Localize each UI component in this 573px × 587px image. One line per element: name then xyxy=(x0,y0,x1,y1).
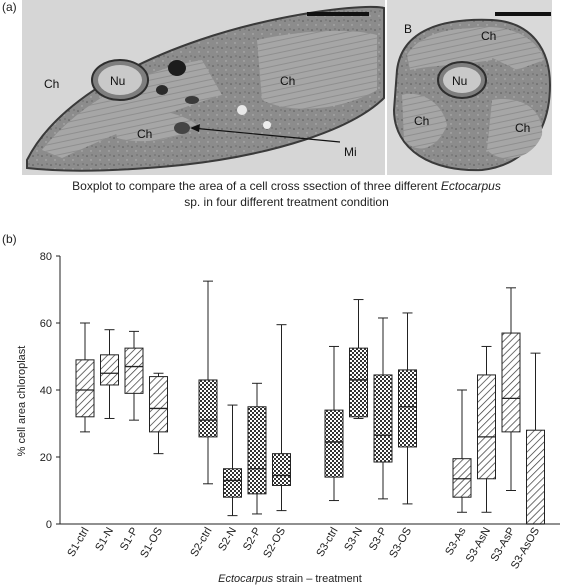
x-tick-label: S2-ctrl xyxy=(188,526,214,560)
panel-b-label: (b) xyxy=(2,232,17,246)
box-iqr xyxy=(452,458,472,498)
chart-axes: 0 20 40 60 80 xyxy=(40,251,560,531)
box-iqr xyxy=(198,379,218,438)
box-s3-asp xyxy=(501,287,521,491)
box-s2-ctrl xyxy=(198,280,218,485)
chloroplast-label-6: Ch xyxy=(515,121,530,135)
x-tick-label: S1-ctrl xyxy=(65,526,91,560)
box-s1-p xyxy=(124,330,144,421)
x-tick-label: S2-OS xyxy=(261,526,288,561)
box-iqr xyxy=(501,332,521,433)
x-tick-label: S1-P xyxy=(118,526,141,553)
box-s2-n xyxy=(223,404,242,517)
nucleus-label-2: Nu xyxy=(452,74,467,88)
y-tick-label: 40 xyxy=(40,385,52,397)
figure-caption: Boxplot to compare the area of a cell cr… xyxy=(20,178,553,210)
y-tick-label: 80 xyxy=(40,251,52,263)
panel-a-label: (a) xyxy=(2,0,17,14)
box-iqr xyxy=(75,359,95,418)
mitochondrion-arrow xyxy=(191,127,341,143)
box-s3-asos xyxy=(526,352,545,525)
box-s2-os xyxy=(272,324,291,512)
box-iqr xyxy=(398,369,417,448)
box-s3-os xyxy=(398,312,417,505)
caption-line1-text: Boxplot to compare the area of a cell cr… xyxy=(72,179,438,193)
x-axis-label-rest: strain – treatment xyxy=(273,573,362,585)
micrograph-image: Ch Nu Ch Ch B Ch Nu Ch Ch Mi xyxy=(22,0,552,175)
chloroplast-label-2: Ch xyxy=(280,74,295,88)
caption-genus: Ectocarpus xyxy=(440,179,501,193)
box-iqr xyxy=(324,409,344,478)
chloroplast-label-3: Ch xyxy=(137,127,152,141)
caption-line2-text: sp. in four different treatment conditio… xyxy=(184,195,389,209)
x-tick-label: S3-N xyxy=(342,525,365,553)
x-tick-label: S3-P xyxy=(367,526,390,553)
x-axis-label-genus: Ectocarpus xyxy=(218,573,274,585)
box-s3-n xyxy=(349,299,368,419)
box-iqr xyxy=(526,429,545,525)
y-axis-label: % cell area chloroplast xyxy=(16,346,28,457)
y-tick-label: 60 xyxy=(40,318,52,330)
y-tick-label: 0 xyxy=(46,519,52,531)
box-iqr xyxy=(272,453,291,486)
x-tick-label: S3-As xyxy=(443,525,469,557)
box-iqr xyxy=(100,354,119,386)
x-tick-label: S3-ctrl xyxy=(314,526,340,560)
y-tick-label: 20 xyxy=(40,452,52,464)
x-axis-label: Ectocarpus strain – treatment xyxy=(218,573,362,585)
x-tick-labels: S1-ctrl S1-N S1-PS1-OS S2-ctrl S2-N S2-PS2-OS… xyxy=(65,525,542,571)
box-iqr xyxy=(149,376,168,433)
x-tick-label: S1-OS xyxy=(138,526,165,561)
box-s3-ctrl xyxy=(324,345,344,502)
chloroplast-label-4: Ch xyxy=(481,29,496,43)
box-iqr xyxy=(223,468,242,498)
box-iqr xyxy=(124,347,144,394)
box-s3-p xyxy=(373,317,393,500)
box-s1-n xyxy=(100,329,119,419)
box-s2-p xyxy=(247,382,267,515)
chloroplast-label-1: Ch xyxy=(44,77,59,91)
box-iqr xyxy=(349,347,368,418)
box-iqr xyxy=(477,374,496,480)
box-s1-os xyxy=(149,372,168,455)
mitochondrion-label: Mi xyxy=(344,145,357,159)
chart-boxes xyxy=(75,280,545,525)
box-s1-ctrl xyxy=(75,322,95,433)
chloroplast-label-5: Ch xyxy=(414,114,429,128)
x-tick-label: S1-N xyxy=(93,525,116,553)
x-tick-label: S3-OS xyxy=(387,526,414,561)
panel-b-marker: B xyxy=(404,22,412,36)
x-tick-label: S2-P xyxy=(241,526,264,553)
nucleus-label-1: Nu xyxy=(110,74,125,88)
box-s3-asn xyxy=(477,345,496,513)
box-iqr xyxy=(373,374,393,463)
box-iqr xyxy=(247,406,267,495)
x-tick-label: S2-N xyxy=(216,525,239,553)
box-s3-as xyxy=(452,389,472,513)
